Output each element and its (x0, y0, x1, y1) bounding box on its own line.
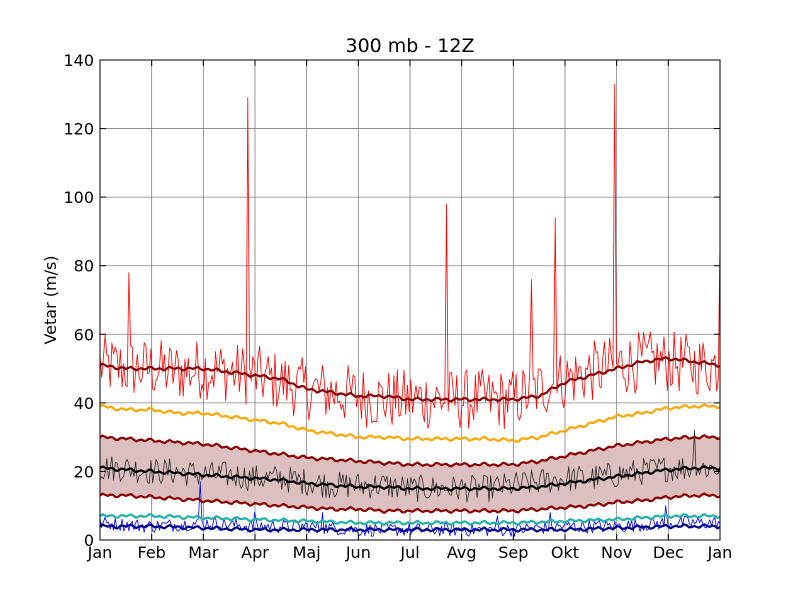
x-tick-label: Apr (241, 543, 269, 562)
x-tick-label: Mar (188, 543, 219, 562)
y-tick-label: 80 (74, 257, 94, 276)
y-tick-label: 40 (74, 394, 94, 413)
std-band-fill (100, 437, 720, 511)
y-tick-label: 20 (74, 462, 94, 481)
y-axis-label: Vetar (m/s) (41, 255, 60, 344)
x-tick-label: Feb (138, 543, 166, 562)
x-tick-label: Okt (551, 543, 579, 562)
series-min_clim (99, 523, 721, 533)
x-tick-label: Sep (498, 543, 528, 562)
x-tick-label: Jul (399, 543, 419, 562)
x-tick-label: Nov (601, 543, 632, 562)
series-max_clim (99, 356, 721, 403)
series-band_lower (99, 492, 721, 514)
x-tick-label: Avg (447, 543, 477, 562)
y-tick-label: 100 (63, 188, 94, 207)
plot-area: 0 20 40 60 80 100 120 140 Jan Feb Mar Apr Maj Jun Jul A… (63, 51, 732, 562)
y-tick-label: 60 (74, 325, 94, 344)
y-tick-label: 0 (84, 531, 94, 550)
y-tick-label: 120 (63, 120, 94, 139)
x-tick-label: Jan (87, 543, 113, 562)
x-tick-label: Maj (293, 543, 321, 562)
series-max_daily (99, 83, 721, 430)
chart-title: 300 mb - 12Z (345, 35, 474, 57)
series-band_upper (99, 434, 721, 468)
y-tick-label: 140 (63, 51, 94, 70)
series-p5_clim (99, 513, 721, 526)
series-mean_clim (99, 465, 721, 492)
x-tick-label: Jun (345, 543, 371, 562)
x-tick-label: Dec (653, 543, 684, 562)
x-tick-label: Jan (707, 543, 733, 562)
series-p95_clim (99, 403, 721, 443)
